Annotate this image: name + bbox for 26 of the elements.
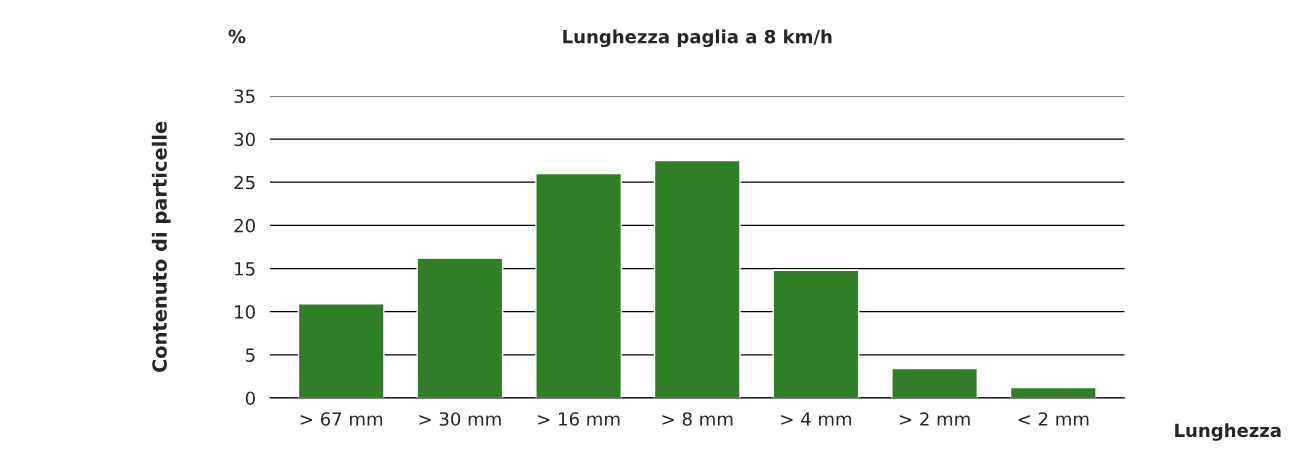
bar [535,172,622,398]
bar [772,269,860,398]
text: % [228,29,246,44]
bar [653,159,741,398]
x-tick-label: > 30 mm [419,412,501,426]
y-tick-label: 25 [234,175,255,190]
bar [1009,386,1097,398]
x-tick-label: > 16 mm [538,412,620,426]
y-tick-label: 10 [235,305,255,319]
bar [297,303,385,398]
y-tick-label: 15 [235,262,255,276]
x-tick-label: > 4 mm [781,412,852,426]
y-tick-label: 35 [234,89,255,104]
y-axis-title: Contenuto di particelle [151,121,171,373]
x-axis-title: Lunghezza [1175,423,1281,441]
bar [416,257,504,398]
bar [891,367,979,398]
x-tick-label: < 2 mm [1018,412,1089,426]
chart-title: Lunghezza paglia a 8 km/h [563,29,832,48]
x-tick-label: > 2 mm [899,412,970,426]
y-tick-label: 5 [246,348,255,362]
x-tick-label: > 67 mm [300,412,383,426]
y-tick-label: 0 [245,391,255,406]
x-tick-label: > 8 mm [662,412,733,426]
y-tick-label: 20 [234,218,255,233]
y-tick-label: 30 [234,132,255,147]
